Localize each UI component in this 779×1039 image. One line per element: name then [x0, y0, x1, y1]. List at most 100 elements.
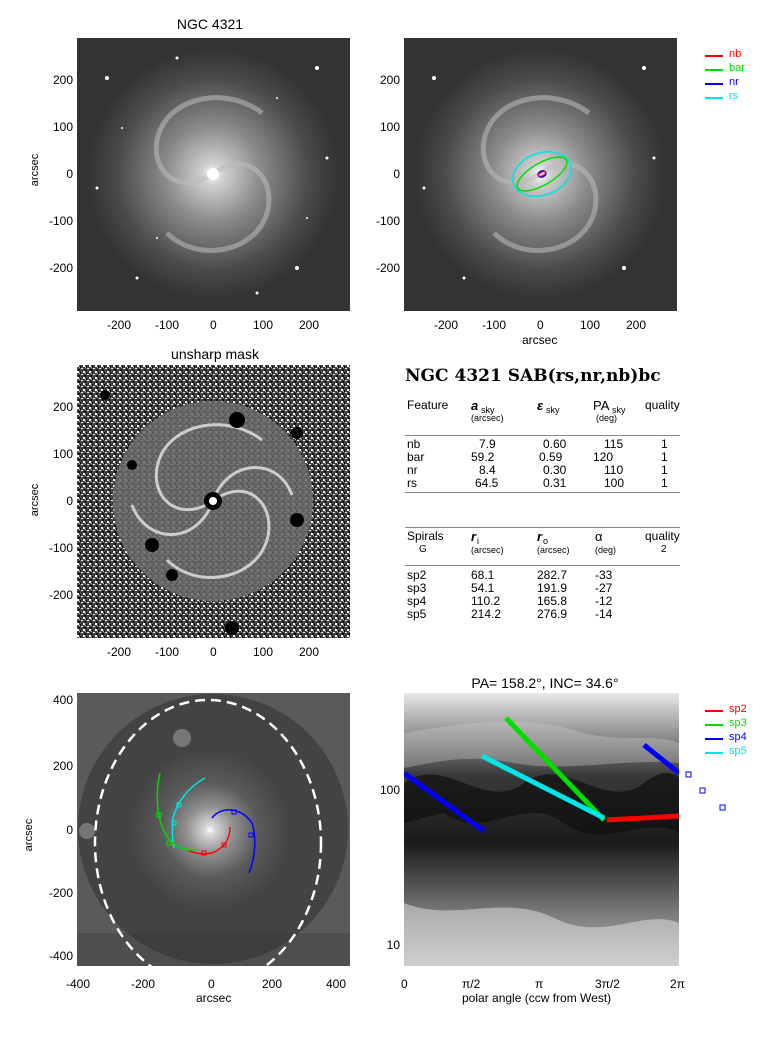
xtick: 400	[326, 977, 347, 991]
panel2-image	[404, 38, 677, 311]
legend-swatch	[705, 710, 723, 712]
legend-item-rs: rs	[705, 90, 775, 104]
cell-pa: 120	[593, 450, 614, 464]
cell-pa: 110	[604, 463, 624, 477]
xtick: -400	[66, 977, 91, 991]
legend-item-sp3: sp3	[705, 717, 775, 731]
cell-name: nb	[407, 437, 421, 451]
legend-swatch	[705, 97, 723, 99]
cell-name: sp4	[407, 594, 427, 608]
cell-ro: 282.7	[537, 568, 568, 582]
panel6-yaxis: 100 10	[357, 693, 402, 966]
xtick: π	[535, 977, 544, 991]
legend-label: rs	[729, 90, 739, 102]
cell-alpha: -33	[595, 568, 613, 582]
ytick: 100	[52, 120, 73, 134]
cell-ro: 276.9	[537, 607, 568, 621]
table-row: nr 8.4 0.30 110 1	[405, 463, 680, 477]
stray-markers	[684, 770, 734, 815]
ytick: -100	[375, 214, 400, 228]
ytick: 200	[52, 73, 73, 87]
cell-pa: 115	[604, 437, 624, 451]
cell-q: 1	[661, 476, 668, 490]
legend-label: bar	[729, 62, 745, 74]
panel2-legend: nb bar nr rs	[705, 48, 775, 128]
table-row: nb 7.9 0.60 115 1	[405, 437, 680, 451]
panel2-xaxis: -200 -100 0 100 200	[404, 318, 677, 334]
marker-square	[685, 771, 692, 778]
panel6-xlabel: polar angle (ccw from West)	[462, 991, 612, 1005]
ytick: -200	[375, 261, 400, 275]
xtick: 100	[253, 318, 274, 332]
legend-label: nb	[729, 48, 742, 60]
legend-swatch	[705, 83, 723, 85]
xtick: 0	[401, 977, 408, 991]
cell-alpha: -27	[595, 581, 613, 595]
legend-swatch	[705, 55, 723, 57]
col-ro-sub: o	[543, 536, 549, 546]
table-row: sp4 110.2 165.8 -12	[405, 594, 680, 608]
xtick: 0	[537, 318, 544, 332]
spirals-table: sp2 68.1 282.7 -33 sp3 54.1 191.9 -27 sp…	[405, 568, 680, 624]
xtick: -200	[131, 977, 156, 991]
col-ri: r	[471, 529, 477, 544]
sp5-track	[480, 753, 606, 821]
legend-label: nr	[729, 76, 739, 88]
panel3-image	[77, 365, 350, 638]
panel5-ylabel: arcsec	[18, 785, 38, 885]
nb-ellipse	[537, 171, 547, 177]
cell-ri: 54.1	[471, 581, 495, 595]
cell-ri: 68.1	[471, 568, 495, 582]
col-ro-unit: (arcsec)	[537, 545, 570, 555]
legend-swatch	[705, 738, 723, 740]
cell-a: 59.2	[471, 450, 495, 464]
table-row: bar 59.2 0.59 120 1	[405, 450, 680, 464]
ytick: -200	[48, 261, 73, 275]
cell-eps: 0.31	[543, 476, 567, 490]
divider	[405, 527, 680, 528]
col-pa-sub: sky	[612, 405, 626, 415]
legend-label: sp3	[729, 717, 747, 729]
sp4-track-b	[642, 743, 681, 775]
cell-name: rs	[407, 476, 417, 490]
legend-swatch	[705, 69, 723, 71]
cell-eps: 0.60	[543, 437, 567, 451]
legend-item-nb: nb	[705, 48, 775, 62]
cell-name: bar	[407, 450, 425, 464]
divider	[405, 435, 680, 436]
col-alpha-unit: (deg)	[595, 545, 617, 555]
panel5-yaxis: 400 200 0 -200 -400	[30, 693, 75, 966]
panel6-legend: sp2 sp3 sp4 sp5	[705, 703, 775, 763]
panel5-xaxis: -400 -200 0 200 400	[66, 977, 356, 993]
divider	[405, 565, 680, 566]
panel2-yaxis: 200 100 0 -100 -200	[357, 38, 402, 311]
cell-pa: 100	[604, 476, 625, 490]
ytick: 200	[52, 759, 73, 773]
ytick: 0	[66, 494, 73, 508]
xtick: 3π/2	[595, 977, 620, 991]
xtick: -200	[107, 645, 132, 659]
col-pa: PA	[593, 398, 610, 413]
sp5-arm	[171, 777, 206, 849]
xtick: 0	[208, 977, 215, 991]
cell-name: sp3	[407, 581, 427, 595]
xtick: -200	[434, 318, 459, 332]
col-pa-unit: (deg)	[596, 413, 618, 423]
col-eps-sub: sky	[546, 405, 560, 415]
panel5-xlabel: arcsec	[196, 991, 232, 1005]
legend-item-sp4: sp4	[705, 731, 775, 745]
ytick: 0	[66, 167, 73, 181]
ytick: -100	[48, 541, 73, 555]
panel1-xaxis: -200 -100 0 100 200	[77, 318, 350, 334]
cell-q: 1	[661, 450, 668, 464]
ytick: 100	[379, 120, 400, 134]
quality-value: 2	[661, 544, 667, 555]
ytick: 200	[379, 73, 400, 87]
ytick: -200	[48, 588, 73, 602]
panel1-ylabel: arcsec	[24, 120, 44, 220]
panel3-yaxis: 200 100 0 -100 -200	[30, 365, 75, 638]
legend-item-bar: bar	[705, 62, 775, 76]
legend-item-sp2: sp2	[705, 703, 775, 717]
cell-alpha: -12	[595, 594, 613, 608]
panel6-image	[402, 693, 681, 966]
